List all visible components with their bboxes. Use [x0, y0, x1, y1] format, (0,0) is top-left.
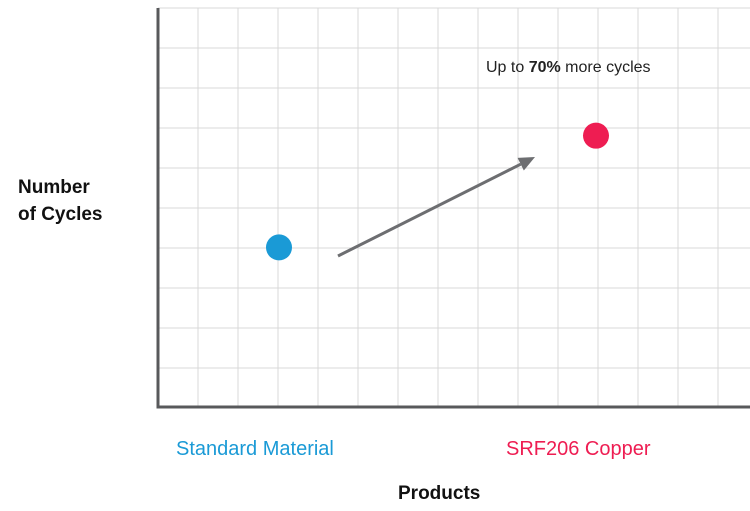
x-tick-label-standard-material: Standard Material — [176, 438, 334, 460]
data-point-standard-material — [266, 234, 292, 261]
axes — [156, 8, 750, 409]
data-point-srf206-copper — [583, 122, 609, 149]
trend-arrow-head — [517, 157, 535, 171]
annotation-text: Up to 70% more cycles — [486, 59, 651, 77]
annotation-prefix: Up to — [486, 59, 529, 76]
x-axis-label: Products — [398, 483, 481, 504]
trend-arrow-shaft — [337, 162, 522, 258]
y-axis-label-line-2: of Cycles — [18, 204, 103, 225]
y-axis-label-line-1: Number — [18, 177, 90, 198]
data-points — [266, 122, 609, 261]
x-tick-label-srf206-copper: SRF206 Copper — [506, 438, 651, 460]
trend-arrow-layer — [337, 157, 535, 258]
annotation-emphasis: 70% — [528, 59, 561, 76]
y-axis-label: Number of Cycles — [18, 174, 128, 228]
annotation-suffix: more cycles — [560, 59, 651, 76]
grid-lines — [158, 7, 750, 407]
